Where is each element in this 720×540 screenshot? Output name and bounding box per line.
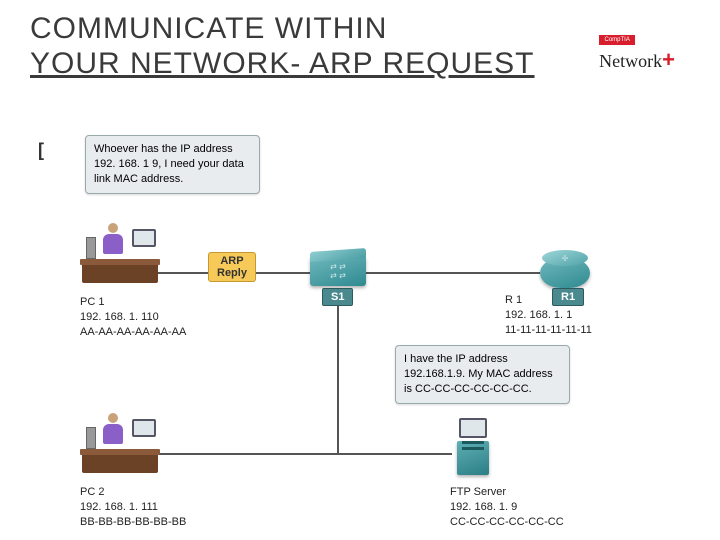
desk-icon bbox=[80, 449, 160, 475]
tower-icon bbox=[86, 427, 96, 449]
ftp-server-icon bbox=[450, 418, 496, 478]
link-vertical-bus bbox=[337, 290, 339, 455]
bullet-marker: [ bbox=[38, 140, 44, 161]
pc1-ip: 192. 168. 1. 110 bbox=[80, 310, 186, 325]
router-arrows-icon: ✢ bbox=[540, 254, 590, 263]
slide-title: COMMUNICATE WITHIN YOUR NETWORK- ARP REQ… bbox=[30, 12, 535, 81]
arp-reply-text: I have the IP address 192.168.1.9. My MA… bbox=[404, 353, 553, 395]
pc1-name: PC 1 bbox=[80, 295, 186, 310]
server-box-icon bbox=[457, 441, 489, 475]
ftp-name: FTP Server bbox=[450, 485, 564, 500]
arp-reply-callout: I have the IP address 192.168.1.9. My MA… bbox=[395, 345, 570, 404]
arp-request-text: Whoever has the IP address 192. 168. 1 9… bbox=[94, 143, 244, 185]
pc2-ip: 192. 168. 1. 111 bbox=[80, 500, 186, 515]
link-bus-ftp bbox=[337, 453, 452, 455]
arp-tag-line1: ARP bbox=[217, 255, 247, 267]
pc2-mac: BB-BB-BB-BB-BB-BB bbox=[80, 515, 186, 530]
r1-details: R 1 192. 168. 1. 1 11-11-11-11-11-11 bbox=[505, 293, 592, 338]
switch-ports-icon: ⇄ ⇄⇄ ⇄ bbox=[312, 258, 364, 284]
logo-tag: CompTIA bbox=[599, 35, 635, 45]
pc2-name: PC 2 bbox=[80, 485, 186, 500]
arp-request-callout: Whoever has the IP address 192. 168. 1 9… bbox=[85, 135, 260, 194]
pc2-icon bbox=[80, 405, 160, 475]
router-icon: ✢ bbox=[540, 258, 590, 288]
link-bus-pc2 bbox=[158, 453, 338, 455]
pc1-info: PC 1 192. 168. 1. 110 AA-AA-AA-AA-AA-AA bbox=[80, 295, 186, 340]
r1-ip: 192. 168. 1. 1 bbox=[505, 308, 592, 323]
pc1-icon bbox=[80, 215, 160, 285]
tower-icon bbox=[86, 237, 96, 259]
switch-icon: ⇄ ⇄⇄ ⇄ bbox=[310, 256, 366, 286]
s1-label: S1 bbox=[322, 288, 353, 306]
person-icon bbox=[102, 223, 124, 259]
server-monitor-icon bbox=[459, 418, 487, 438]
comptia-network-plus-logo: CompTIA Network+ bbox=[599, 35, 675, 73]
desk-icon bbox=[80, 259, 160, 285]
logo-brand: Network bbox=[599, 51, 662, 71]
pc2-info: PC 2 192. 168. 1. 111 BB-BB-BB-BB-BB-BB bbox=[80, 485, 186, 530]
title-line-2: YOUR NETWORK- ARP REQUEST bbox=[30, 47, 535, 82]
monitor-icon bbox=[132, 419, 156, 437]
person-icon bbox=[102, 413, 124, 449]
r1-mac: 11-11-11-11-11-11 bbox=[505, 323, 592, 338]
ftp-mac: CC-CC-CC-CC-CC-CC bbox=[450, 515, 564, 530]
r1-name-text: R 1 bbox=[505, 293, 592, 308]
title-line-1: COMMUNICATE WITHIN bbox=[30, 12, 535, 47]
ftp-info: FTP Server 192. 168. 1. 9 CC-CC-CC-CC-CC… bbox=[450, 485, 564, 530]
arp-tag-line2: Reply bbox=[217, 267, 247, 279]
arp-reply-tag: ARP Reply bbox=[208, 252, 256, 282]
ftp-ip: 192. 168. 1. 9 bbox=[450, 500, 564, 515]
link-s1-r1 bbox=[366, 272, 540, 274]
monitor-icon bbox=[132, 229, 156, 247]
logo-plus: + bbox=[662, 47, 675, 72]
pc1-mac: AA-AA-AA-AA-AA-AA bbox=[80, 325, 186, 340]
